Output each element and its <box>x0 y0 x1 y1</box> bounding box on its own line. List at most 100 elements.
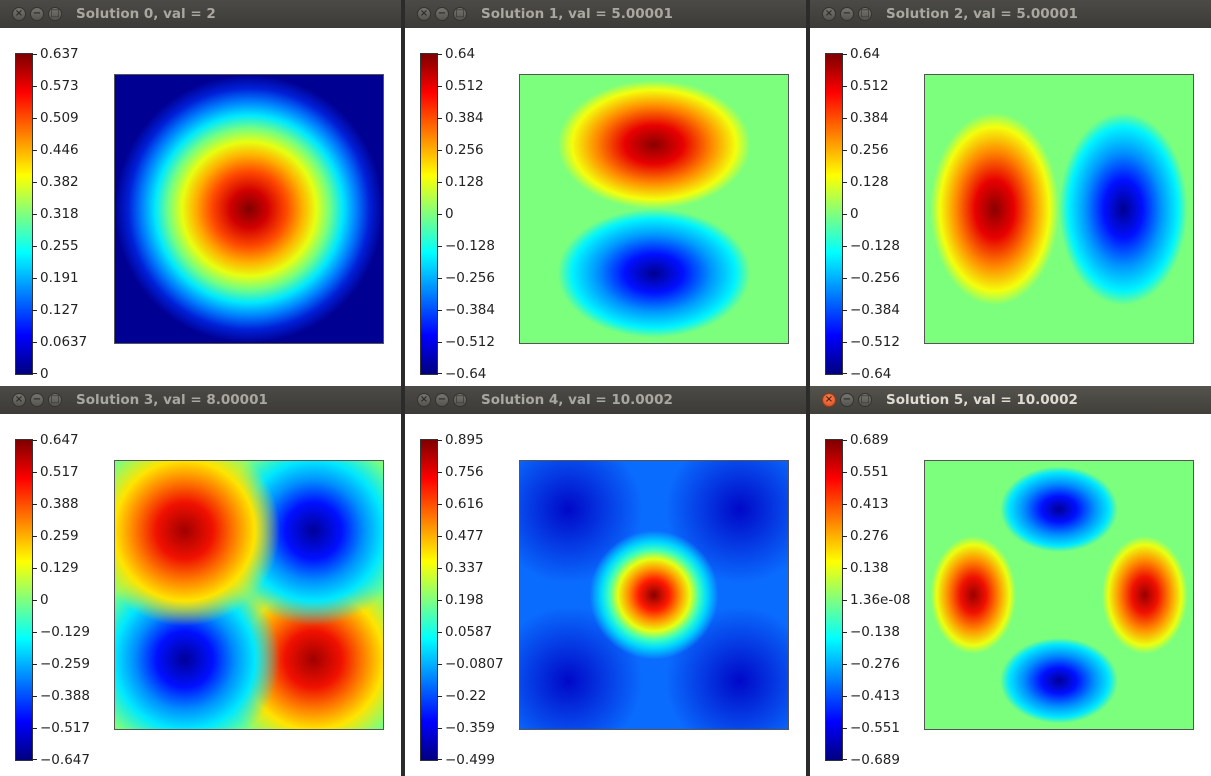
colorbar-label: 0.64 <box>850 46 881 62</box>
maximize-button[interactable]: □ <box>48 393 62 407</box>
colorbar-label: −0.384 <box>445 302 495 318</box>
solution-plot[interactable] <box>924 74 1194 344</box>
colorbar-label: 0.138 <box>850 560 889 576</box>
title-bar[interactable]: × − □ Solution 3, val = 8.00001 <box>0 386 401 414</box>
colorbar-label: 0.512 <box>850 78 889 94</box>
colorbar-tick <box>32 664 37 665</box>
solution-window-4[interactable]: × − □ Solution 4, val = 10.0002 0.895 0.… <box>405 386 806 776</box>
colorbar-tick <box>32 504 37 505</box>
colorbar-tick <box>437 310 442 311</box>
colorbar-tick <box>32 728 37 729</box>
colorbar-tick <box>32 278 37 279</box>
colorbar-tick <box>32 600 37 601</box>
close-button[interactable]: × <box>12 393 26 407</box>
solution-window-5[interactable]: × − □ Solution 5, val = 10.0002 0.689 0.… <box>810 386 1211 776</box>
colorbar-label: −0.22 <box>445 688 487 704</box>
maximize-button[interactable]: □ <box>453 393 467 407</box>
colorbar-tick <box>437 568 442 569</box>
colorbar-tick <box>842 182 847 183</box>
colorbar-tick <box>842 278 847 279</box>
colorbar-tick <box>437 664 442 665</box>
colorbar-label: 0.128 <box>445 174 484 190</box>
colorbar-tick <box>32 373 37 374</box>
title-bar[interactable]: × − □ Solution 1, val = 5.00001 <box>405 0 806 28</box>
colorbar-label: −0.689 <box>850 752 900 768</box>
colorbar-tick <box>32 632 37 633</box>
colorbar <box>420 53 438 375</box>
colorbar-tick <box>437 182 442 183</box>
colorbar-tick <box>842 86 847 87</box>
window-title: Solution 4, val = 10.0002 <box>481 392 673 408</box>
colorbar-tick <box>437 278 442 279</box>
colorbar-label: −0.64 <box>445 366 487 382</box>
maximize-button[interactable]: □ <box>48 7 62 21</box>
plot-area: 0.64 0.512 0.384 0.256 0.128 0 −0.128 −0… <box>810 28 1211 386</box>
colorbar-tick <box>842 246 847 247</box>
colorbar-label: 0.637 <box>40 46 79 62</box>
colorbar-label: 0.446 <box>40 142 79 158</box>
solution-plot[interactable] <box>114 460 384 730</box>
colorbar-tick <box>437 150 442 151</box>
close-button[interactable]: × <box>822 393 836 407</box>
colorbar-label: −0.359 <box>445 720 495 736</box>
solution-window-0[interactable]: × − □ Solution 0, val = 2 0.637 0.573 0.… <box>0 0 401 386</box>
colorbar-tick <box>437 440 442 441</box>
colorbar-label: 0.318 <box>40 206 79 222</box>
colorbar-label: −0.138 <box>850 624 900 640</box>
colorbar-tick <box>32 536 37 537</box>
colorbar-label: 0.512 <box>445 78 484 94</box>
title-bar[interactable]: × − □ Solution 0, val = 2 <box>0 0 401 28</box>
solution-plot[interactable] <box>114 74 384 344</box>
maximize-button[interactable]: □ <box>858 393 872 407</box>
solution-window-2[interactable]: × − □ Solution 2, val = 5.00001 0.64 0.5… <box>810 0 1211 386</box>
minimize-button[interactable]: − <box>435 393 449 407</box>
close-button[interactable]: × <box>12 7 26 21</box>
window-title: Solution 5, val = 10.0002 <box>886 392 1078 408</box>
colorbar-tick <box>32 214 37 215</box>
solution-window-3[interactable]: × − □ Solution 3, val = 8.00001 0.647 0.… <box>0 386 401 776</box>
minimize-button[interactable]: − <box>435 7 449 21</box>
maximize-button[interactable]: □ <box>453 7 467 21</box>
colorbar-tick <box>842 373 847 374</box>
title-bar[interactable]: × − □ Solution 4, val = 10.0002 <box>405 386 806 414</box>
solution-plot[interactable] <box>519 460 789 730</box>
colorbar-tick <box>437 536 442 537</box>
solution-window-1[interactable]: × − □ Solution 1, val = 5.00001 0.64 0.5… <box>405 0 806 386</box>
colorbar-label: −0.647 <box>40 752 90 768</box>
colorbar-tick <box>842 759 847 760</box>
solution-plot[interactable] <box>519 74 789 344</box>
close-button[interactable]: × <box>822 7 836 21</box>
colorbar-label: 0.551 <box>850 464 889 480</box>
minimize-button[interactable]: − <box>30 393 44 407</box>
colorbar-tick <box>437 214 442 215</box>
colorbar-label: 0.128 <box>850 174 889 190</box>
window-title: Solution 2, val = 5.00001 <box>886 6 1078 22</box>
colorbar-tick <box>842 440 847 441</box>
minimize-button[interactable]: − <box>30 7 44 21</box>
colorbar-label: −0.128 <box>445 238 495 254</box>
colorbar-label: 0.573 <box>40 78 79 94</box>
colorbar-tick <box>842 54 847 55</box>
close-button[interactable]: × <box>417 7 431 21</box>
title-bar[interactable]: × − □ Solution 2, val = 5.00001 <box>810 0 1211 28</box>
solution-plot[interactable] <box>924 460 1194 730</box>
colorbar-tick <box>842 664 847 665</box>
colorbar-label: −0.276 <box>850 656 900 672</box>
colorbar-label: 0.477 <box>445 528 484 544</box>
colorbar-label: 0 <box>40 366 49 382</box>
close-button[interactable]: × <box>417 393 431 407</box>
colorbar-tick <box>437 759 442 760</box>
colorbar-label: −0.129 <box>40 624 90 640</box>
colorbar-tick <box>437 696 442 697</box>
maximize-button[interactable]: □ <box>858 7 872 21</box>
colorbar-label: 0.647 <box>40 432 79 448</box>
minimize-button[interactable]: − <box>840 7 854 21</box>
minimize-button[interactable]: − <box>840 393 854 407</box>
colorbar-tick <box>437 246 442 247</box>
title-bar[interactable]: × − □ Solution 5, val = 10.0002 <box>810 386 1211 414</box>
colorbar-tick <box>842 536 847 537</box>
colorbar-label: 0.517 <box>40 464 79 480</box>
colorbar-tick <box>842 342 847 343</box>
colorbar-label: 0.191 <box>40 270 79 286</box>
colorbar-tick <box>32 440 37 441</box>
